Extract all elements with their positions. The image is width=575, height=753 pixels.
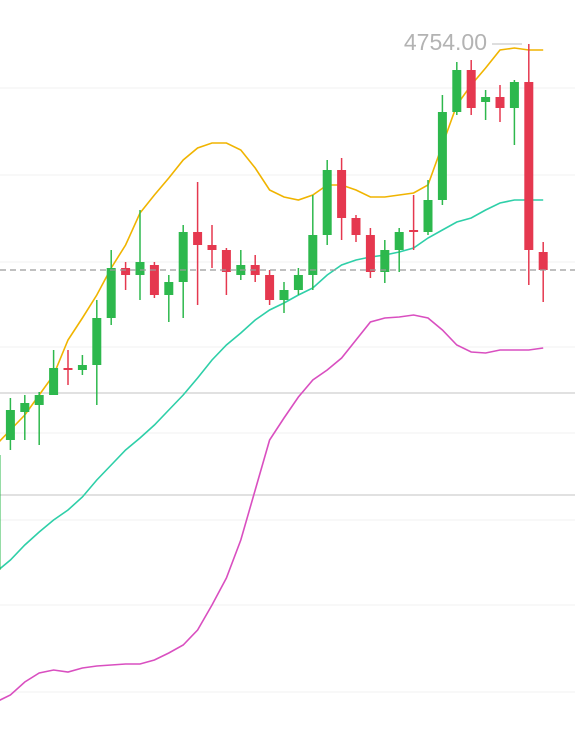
candle-body xyxy=(466,70,476,108)
candle-body xyxy=(106,268,116,318)
candle-body xyxy=(509,82,519,108)
candle-body xyxy=(178,232,188,282)
band-line xyxy=(0,47,544,442)
candle-body xyxy=(524,82,534,250)
candle-body xyxy=(149,265,159,295)
candle-body xyxy=(63,368,73,370)
candle-body xyxy=(34,395,44,405)
candle-body xyxy=(92,318,102,365)
candle-body xyxy=(135,262,145,275)
candle-body xyxy=(207,245,217,250)
candle-body xyxy=(495,97,505,108)
candle-body xyxy=(351,218,361,235)
candle-body xyxy=(193,232,203,245)
band-line xyxy=(0,199,544,570)
candle-body xyxy=(308,235,318,275)
candle-body xyxy=(49,368,59,395)
band-line xyxy=(0,314,544,701)
candle-body xyxy=(394,232,404,250)
annotation-label: 4754.00 xyxy=(404,29,487,55)
candle-body xyxy=(164,282,174,295)
candle-body xyxy=(20,403,30,412)
candle-body xyxy=(265,275,275,300)
candle-body xyxy=(409,230,419,232)
candle-body xyxy=(322,170,332,235)
candle-body xyxy=(77,365,87,370)
candle-body xyxy=(5,410,15,440)
candle-body xyxy=(337,170,347,218)
candle-body xyxy=(481,97,491,102)
candle-body xyxy=(221,250,231,272)
candle-body xyxy=(380,250,390,272)
candle-body xyxy=(437,112,447,200)
candle-body xyxy=(423,200,433,232)
candle-body xyxy=(121,268,131,275)
candle-body xyxy=(279,290,289,300)
candle-body xyxy=(452,70,462,112)
background-grid xyxy=(0,87,575,693)
candle-body xyxy=(0,455,1,570)
candle-body xyxy=(293,275,303,290)
candle-body xyxy=(538,252,548,270)
candle-body xyxy=(365,235,375,272)
